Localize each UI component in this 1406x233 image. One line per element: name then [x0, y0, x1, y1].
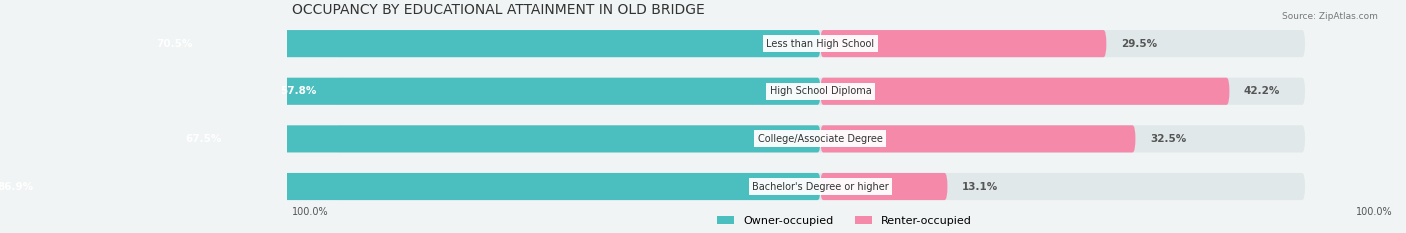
FancyBboxPatch shape: [336, 125, 1305, 152]
FancyBboxPatch shape: [820, 125, 1136, 152]
Text: 42.2%: 42.2%: [1244, 86, 1281, 96]
FancyBboxPatch shape: [166, 125, 821, 152]
Text: Bachelor's Degree or higher: Bachelor's Degree or higher: [752, 182, 889, 192]
FancyBboxPatch shape: [336, 30, 1305, 57]
Text: OCCUPANCY BY EDUCATIONAL ATTAINMENT IN OLD BRIDGE: OCCUPANCY BY EDUCATIONAL ATTAINMENT IN O…: [292, 3, 704, 17]
FancyBboxPatch shape: [336, 173, 1305, 200]
Text: College/Associate Degree: College/Associate Degree: [758, 134, 883, 144]
Legend: Owner-occupied, Renter-occupied: Owner-occupied, Renter-occupied: [713, 211, 976, 230]
Text: 70.5%: 70.5%: [156, 39, 193, 49]
Text: 32.5%: 32.5%: [1150, 134, 1187, 144]
FancyBboxPatch shape: [820, 30, 1107, 57]
FancyBboxPatch shape: [138, 30, 821, 57]
Text: Less than High School: Less than High School: [766, 39, 875, 49]
Text: 67.5%: 67.5%: [186, 134, 222, 144]
FancyBboxPatch shape: [0, 173, 821, 200]
Text: 100.0%: 100.0%: [1355, 207, 1392, 217]
Text: 86.9%: 86.9%: [0, 182, 34, 192]
FancyBboxPatch shape: [260, 78, 821, 105]
FancyBboxPatch shape: [820, 173, 948, 200]
Text: Source: ZipAtlas.com: Source: ZipAtlas.com: [1282, 12, 1378, 21]
FancyBboxPatch shape: [336, 78, 1305, 105]
FancyBboxPatch shape: [820, 78, 1229, 105]
Text: 29.5%: 29.5%: [1121, 39, 1157, 49]
Text: 13.1%: 13.1%: [962, 182, 998, 192]
Text: 57.8%: 57.8%: [280, 86, 316, 96]
Text: High School Diploma: High School Diploma: [769, 86, 872, 96]
Text: 100.0%: 100.0%: [292, 207, 329, 217]
